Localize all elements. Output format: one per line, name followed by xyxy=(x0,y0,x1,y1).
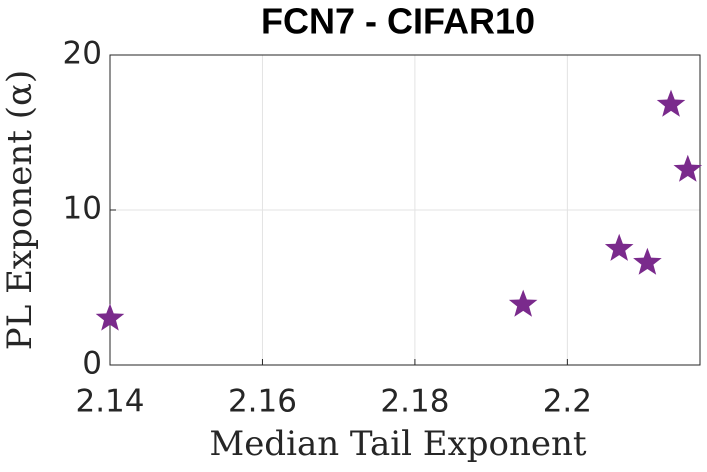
y-tick-label: 0 xyxy=(82,346,102,382)
star-marker xyxy=(95,303,125,331)
y-axis-label: PL Exponent (α) xyxy=(0,70,40,350)
x-axis-label: Median Tail Exponent xyxy=(209,424,587,464)
x-tick-label: 2.16 xyxy=(228,384,297,420)
y-tick-label: 20 xyxy=(63,36,102,72)
star-marker xyxy=(633,247,662,275)
x-tick-label: 2.2 xyxy=(543,384,592,420)
x-tick-label: 2.18 xyxy=(380,384,449,420)
x-tick-label: 2.14 xyxy=(75,384,144,420)
y-tick-label: 10 xyxy=(63,191,102,227)
star-marker xyxy=(673,154,703,182)
chart-title: FCN7 - CIFAR10 xyxy=(261,1,535,42)
star-marker xyxy=(508,289,538,317)
plot-border xyxy=(109,54,701,366)
star-marker xyxy=(604,233,634,261)
star-marker xyxy=(656,89,686,117)
